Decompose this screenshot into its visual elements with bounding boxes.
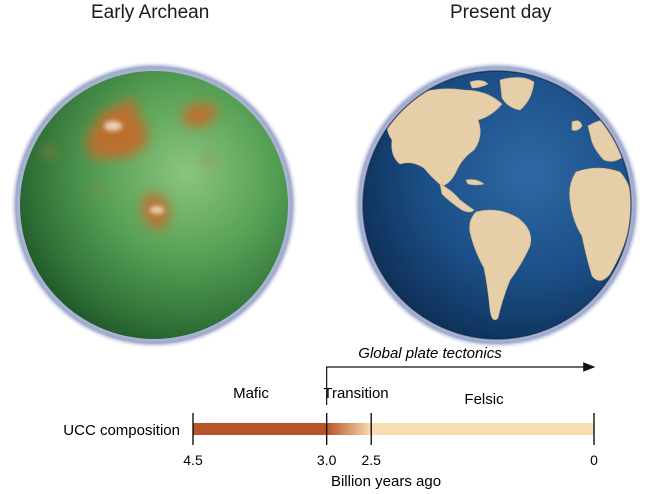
tick-label-4-5: 4.5 bbox=[183, 452, 203, 468]
early-archean-globe bbox=[10, 61, 298, 349]
tick-label-3-0: 3.0 bbox=[317, 452, 337, 468]
tectonics-label: Global plate tectonics bbox=[358, 345, 502, 362]
tectonics-arrow bbox=[326, 362, 596, 405]
tick-label-2-5: 2.5 bbox=[361, 452, 381, 468]
present-day-globe bbox=[353, 61, 641, 349]
phase-label-transition: Transition bbox=[323, 385, 388, 402]
early-archean-title: Early Archean bbox=[91, 2, 210, 23]
ucc-composition-label: UCC composition bbox=[63, 422, 180, 439]
present-day-title: Present day bbox=[450, 2, 552, 23]
phase-label-felsic: Felsic bbox=[464, 391, 504, 408]
composition-bar bbox=[193, 423, 594, 435]
tick-label-0: 0 bbox=[590, 452, 598, 468]
phase-label-mafic: Mafic bbox=[233, 385, 269, 402]
axis-label: Billion years ago bbox=[331, 473, 441, 490]
